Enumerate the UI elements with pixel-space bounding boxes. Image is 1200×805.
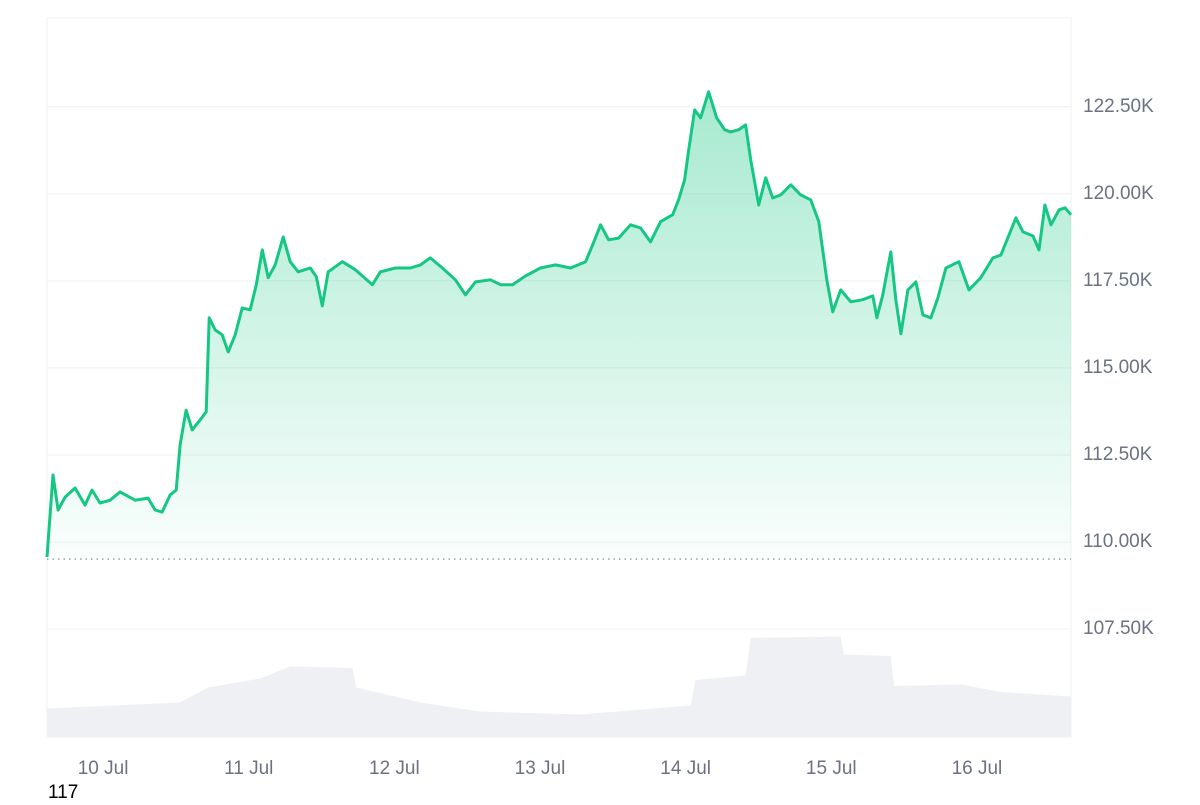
price-line [45, 90, 1073, 558]
x-tick-label: 14 Jul [660, 758, 711, 779]
y-tick-label: 107.50K [1083, 618, 1154, 639]
x-tick-label: 16 Jul [952, 758, 1003, 779]
volume-area [47, 636, 1071, 737]
footer-text: 117 [48, 782, 78, 800]
x-tick-label: 11 Jul [224, 758, 273, 779]
x-tick-label: 13 Jul [515, 758, 566, 779]
y-tick-label: 115.00K [1083, 357, 1153, 378]
price-area [47, 91, 1071, 560]
y-tick-label: 110.00K [1083, 531, 1153, 552]
y-tick-label: 112.50K [1083, 444, 1153, 465]
y-tick-label: 120.00K [1083, 183, 1154, 204]
x-tick-label: 15 Jul [806, 758, 857, 779]
x-tick-label: 12 Jul [369, 758, 420, 779]
y-tick-label: 117.50K [1083, 270, 1153, 291]
x-tick-label: 10 Jul [78, 758, 129, 779]
y-tick-label: 122.50K [1083, 96, 1154, 117]
